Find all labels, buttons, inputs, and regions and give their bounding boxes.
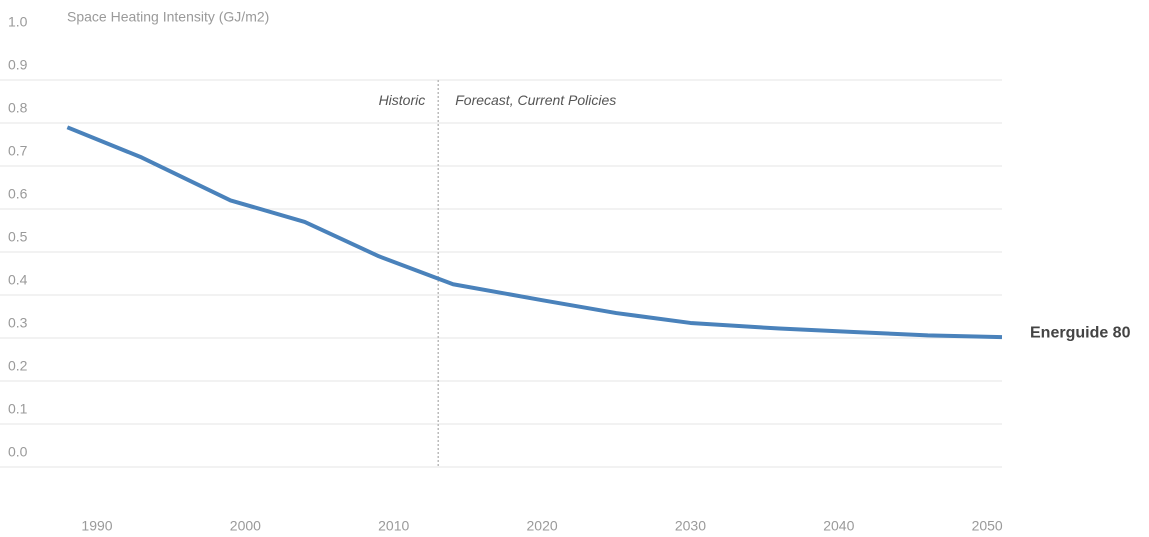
x-tick-label: 2030 [675, 518, 706, 534]
y-tick-label: 0.0 [8, 444, 28, 460]
y-tick-label: 0.5 [8, 229, 28, 245]
y-tick-label: 0.9 [8, 57, 28, 73]
y-tick-label: 0.1 [8, 401, 28, 417]
y-tick-label: 0.4 [8, 272, 28, 288]
chart-title: Space Heating Intensity (GJ/m2) [67, 9, 269, 25]
y-tick-label: 1.0 [8, 14, 28, 30]
annotation: Historic [379, 92, 426, 108]
series-label: Energuide 80 [1030, 324, 1131, 341]
y-tick-label: 0.7 [8, 143, 28, 159]
line-series [66, 125, 1003, 340]
y-tick-label: 0.3 [8, 315, 28, 331]
y-tick-label: 0.6 [8, 186, 28, 202]
annotation: Forecast, Current Policies [455, 92, 616, 108]
x-tick-label: 2000 [230, 518, 261, 534]
y-tick-label: 0.2 [8, 358, 28, 374]
x-tick-label: 1990 [81, 518, 112, 534]
x-tick-label: 2040 [823, 518, 854, 534]
y-tick-label: 0.8 [8, 100, 28, 116]
x-tick-label: 2020 [527, 518, 558, 534]
x-tick-label: 2010 [378, 518, 409, 534]
x-tick-label: 2050 [972, 518, 1003, 534]
